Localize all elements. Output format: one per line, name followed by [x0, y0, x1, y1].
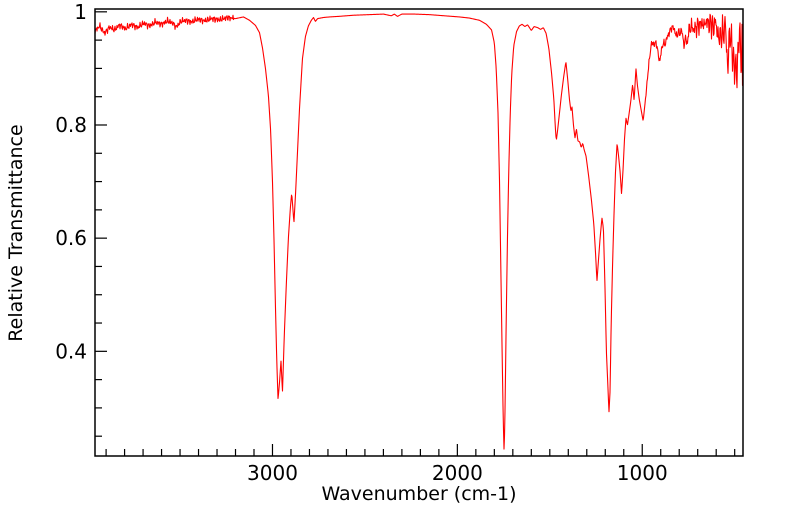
y-tick-label: 0.4	[55, 339, 87, 363]
y-tick-label: 0.6	[55, 226, 87, 250]
y-tick-label: 1	[74, 0, 87, 24]
x-tick-label: 1000	[617, 461, 668, 485]
x-axis-title: Wavenumber (cm-1)	[321, 483, 517, 505]
y-tick-label: 0.8	[55, 113, 87, 137]
spectrum-line	[94, 13, 744, 450]
x-tick-label: 2000	[432, 461, 483, 485]
plot-frame	[94, 8, 744, 457]
axis-ticks	[95, 11, 736, 456]
y-axis-title: Relative Transmittance	[5, 124, 27, 342]
x-tick-label: 3000	[247, 461, 298, 485]
